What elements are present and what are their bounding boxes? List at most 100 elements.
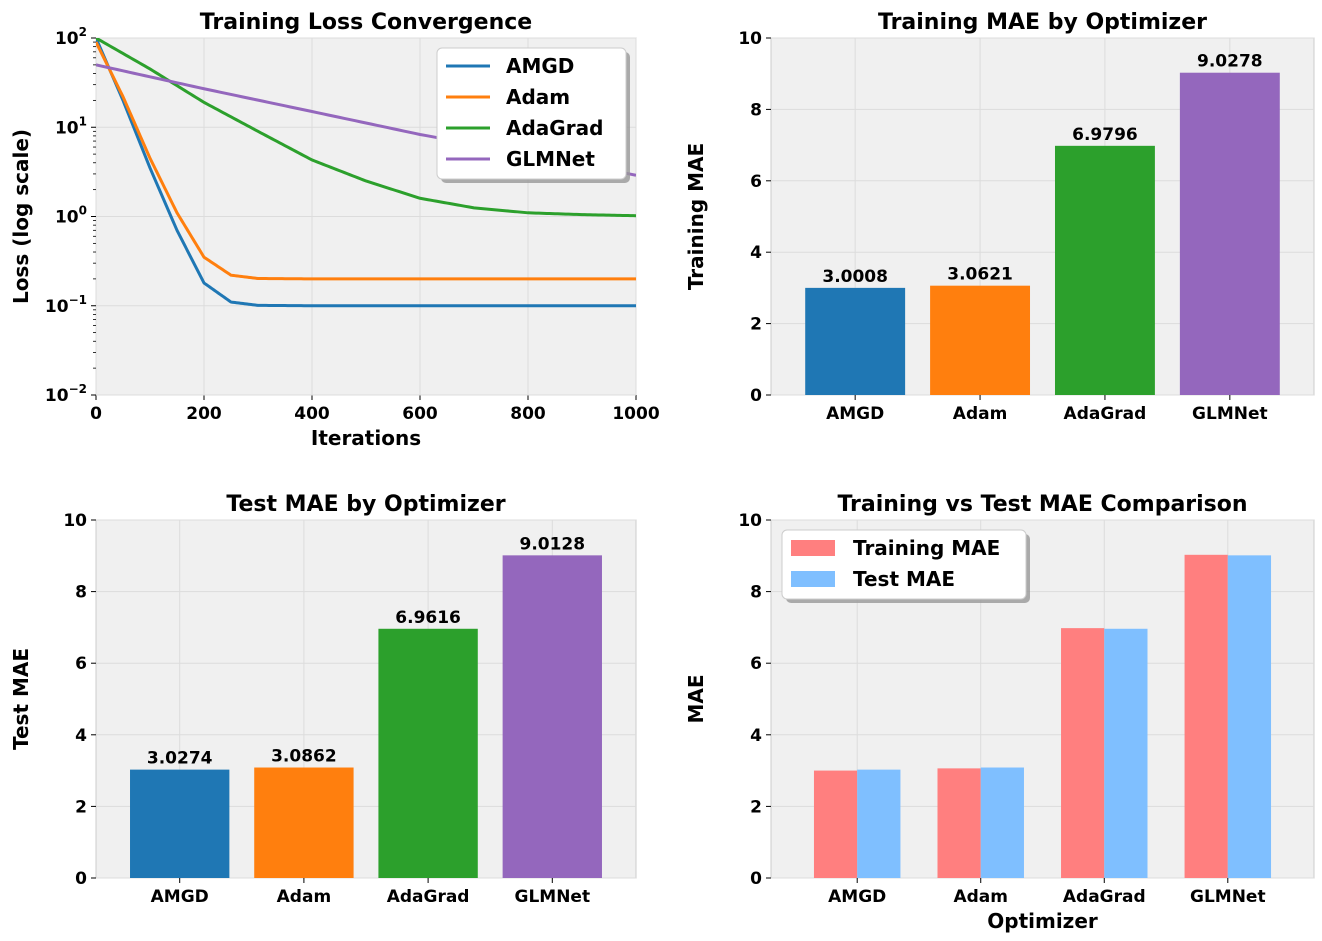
y-axis-label: Test MAE bbox=[9, 648, 33, 750]
x-axis-label: Optimizer bbox=[987, 909, 1098, 933]
y-tick-label: 4 bbox=[750, 243, 762, 263]
x-tick-label: GLMNet bbox=[515, 887, 591, 907]
y-tick-exponent: 1 bbox=[79, 114, 87, 128]
y-tick-label: 6 bbox=[75, 654, 87, 674]
y-tick-label: 10 bbox=[738, 29, 762, 49]
bar-adagrad-test bbox=[1104, 628, 1148, 878]
series-line-adagrad bbox=[96, 38, 636, 218]
legend-box bbox=[781, 529, 1027, 600]
legend: Training MAE Test MAE bbox=[781, 529, 1030, 603]
x-tick-label: Adam bbox=[277, 887, 332, 907]
series-line-adam bbox=[96, 41, 636, 281]
legend: AMGD Adam AdaGrad GLMNet bbox=[436, 47, 630, 183]
legend-label: Training MAE bbox=[853, 536, 1000, 560]
y-tick-label: 0 bbox=[750, 869, 762, 889]
y-tick-label: 10−1 bbox=[45, 293, 87, 317]
bar-adam-test bbox=[980, 767, 1024, 878]
y-tick-label: 10−2 bbox=[45, 382, 87, 406]
x-tick-label: AdaGrad bbox=[1063, 887, 1146, 907]
bar-value-label: 3.0274 bbox=[147, 749, 213, 769]
y-tick-base: 10 bbox=[55, 208, 79, 228]
bar-amgd-test bbox=[857, 769, 901, 878]
y-tick-label: 2 bbox=[75, 797, 87, 817]
x-tick-label: Adam bbox=[953, 404, 1008, 424]
x-tick-label: 600 bbox=[402, 404, 438, 424]
x-tick-label: 800 bbox=[510, 404, 546, 424]
y-tick-exponent: −2 bbox=[69, 382, 87, 396]
bar-adam-training bbox=[937, 768, 981, 878]
bar-value-label: 9.0128 bbox=[519, 534, 585, 554]
bar-glmnet bbox=[1179, 72, 1280, 395]
y-tick-label: 101 bbox=[55, 114, 87, 138]
y-tick-exponent: −1 bbox=[69, 293, 87, 307]
chart-title: Training Loss Convergence bbox=[200, 10, 532, 35]
y-tick-label: 0 bbox=[750, 386, 762, 406]
legend-swatch bbox=[791, 571, 835, 587]
y-tick-exponent: 0 bbox=[79, 204, 87, 218]
bar-value-label: 6.9796 bbox=[1072, 125, 1138, 145]
legend-box bbox=[436, 47, 627, 180]
x-tick-label: AdaGrad bbox=[1064, 404, 1147, 424]
legend-label: Test MAE bbox=[853, 567, 955, 591]
y-axis-label: Loss (log scale) bbox=[9, 129, 33, 304]
bar-value-label: 3.0621 bbox=[947, 265, 1013, 285]
y-tick-base: 10 bbox=[45, 386, 69, 406]
panel-2: 0 2 4 6 8 10 3.0008 AMGD 3.0621 Adam 6.9796 AdaGrad… bbox=[684, 10, 1315, 424]
y-tick-label: 100 bbox=[55, 204, 87, 228]
bar-adam bbox=[254, 767, 354, 878]
bar-amgd-training bbox=[813, 770, 858, 878]
y-tick-label: 4 bbox=[75, 726, 87, 746]
y-tick-label: 8 bbox=[75, 583, 87, 603]
series-line-amgd bbox=[96, 38, 636, 308]
x-tick-label: 200 bbox=[186, 404, 222, 424]
legend-label: AMGD bbox=[506, 54, 574, 78]
legend-swatch bbox=[791, 540, 835, 556]
x-tick-label: AMGD bbox=[151, 887, 209, 907]
y-tick-label: 8 bbox=[750, 583, 762, 603]
legend-label: GLMNet bbox=[506, 147, 595, 171]
bar-value-label: 3.0008 bbox=[822, 267, 888, 287]
bar-adagrad bbox=[378, 628, 478, 878]
y-tick-base: 10 bbox=[55, 118, 79, 138]
x-tick-label: GLMNet bbox=[1190, 887, 1266, 907]
y-tick-exponent: 2 bbox=[79, 25, 87, 39]
x-tick-label: AdaGrad bbox=[387, 887, 470, 907]
bar-glmnet bbox=[502, 555, 602, 878]
x-tick-label: AMGD bbox=[826, 404, 884, 424]
bar-adam bbox=[930, 285, 1031, 395]
y-tick-label: 0 bbox=[75, 869, 87, 889]
x-tick-label: 400 bbox=[294, 404, 330, 424]
bar-amgd bbox=[130, 769, 230, 878]
x-axis-label: Iterations bbox=[311, 426, 421, 450]
panel-4: 0 2 4 6 8 10 AMGD Adam AdaGrad GLMNet Training MAE… bbox=[684, 492, 1315, 933]
x-tick-label: 1000 bbox=[612, 404, 659, 424]
panel-3: 0 2 4 6 8 10 3.0274 AMGD 3.0862 Adam 6.9616 AdaGrad… bbox=[9, 492, 637, 907]
y-tick-label: 8 bbox=[750, 100, 762, 120]
legend-label: Adam bbox=[506, 85, 570, 109]
bar-value-label: 3.0862 bbox=[271, 747, 337, 767]
bar-adagrad bbox=[1054, 145, 1155, 395]
y-tick-label: 2 bbox=[750, 315, 762, 335]
y-tick-base: 10 bbox=[55, 29, 79, 49]
chart-title: Training vs Test MAE Comparison bbox=[837, 492, 1247, 517]
y-tick-label: 6 bbox=[750, 172, 762, 192]
y-tick-label: 10 bbox=[738, 511, 762, 531]
bar-amgd bbox=[805, 287, 906, 395]
x-tick-label: GLMNet bbox=[1192, 404, 1268, 424]
y-axis-label: MAE bbox=[684, 674, 708, 723]
panel-1: 0 200 400 600 800 100010−210−1100101102AMGDAd… bbox=[9, 10, 660, 450]
y-axis-label: Training MAE bbox=[684, 143, 708, 290]
bar-glmnet-training bbox=[1184, 554, 1228, 878]
bar-adagrad-training bbox=[1061, 628, 1105, 878]
bar-value-label: 6.9616 bbox=[395, 608, 461, 628]
chart-title: Training MAE by Optimizer bbox=[878, 10, 1207, 35]
y-tick-label: 4 bbox=[750, 726, 762, 746]
bar-glmnet-test bbox=[1227, 555, 1272, 878]
y-tick-label: 6 bbox=[750, 654, 762, 674]
y-tick-base: 10 bbox=[45, 297, 69, 317]
y-tick-label: 2 bbox=[750, 797, 762, 817]
legend-label: AdaGrad bbox=[506, 116, 603, 140]
y-tick-label: 10 bbox=[63, 511, 87, 531]
y-tick-label: 102 bbox=[55, 25, 87, 49]
